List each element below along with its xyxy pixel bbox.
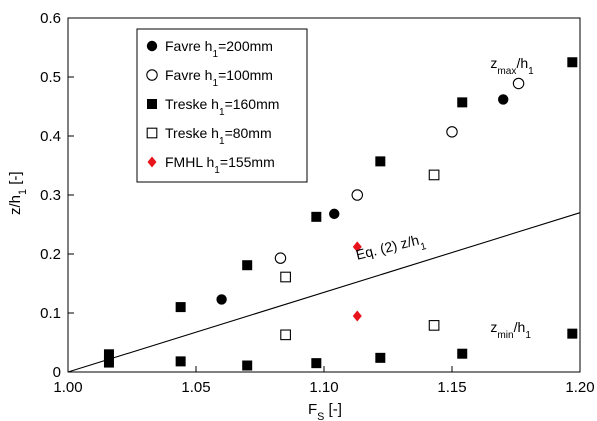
data-point [329, 208, 340, 220]
annotation-zmax: zmax/h1 [490, 55, 534, 77]
x-tick-label: 1.05 [181, 379, 210, 396]
y-tick-label: 0.3 [40, 187, 61, 204]
data-point [457, 97, 468, 108]
y-tick-label: 0.5 [40, 69, 61, 86]
x-tick-label: 1.20 [565, 379, 594, 396]
legend-marker [147, 99, 157, 109]
data-point [242, 360, 253, 371]
data-point [457, 348, 468, 359]
eq2-line [67, 212, 581, 373]
legend-label: Treske h1=160mm [165, 96, 279, 118]
data-point [103, 357, 114, 368]
x-tick-label: 1.00 [53, 379, 82, 396]
data-point [175, 356, 186, 367]
x-tick-label: 1.15 [437, 379, 466, 396]
data-point [446, 126, 458, 138]
legend-marker [146, 69, 158, 81]
data-point [311, 211, 322, 222]
data-point [280, 271, 291, 283]
x-axis-label: FS [-] [308, 401, 342, 421]
data-point [428, 320, 440, 331]
legend-box [136, 28, 308, 183]
data-point [512, 77, 525, 90]
legend-marker [146, 127, 158, 139]
y-tick-label: 0.6 [40, 10, 61, 27]
x-tick-label: 1.10 [309, 379, 338, 396]
data-point [567, 328, 578, 339]
data-point [103, 349, 114, 360]
data-point [242, 260, 253, 271]
data-point [352, 310, 362, 322]
legend-label: Treske h1=80mm [165, 125, 272, 147]
legend-label: FMHL h1=155mm [165, 154, 275, 176]
data-point [351, 189, 364, 201]
data-point [498, 94, 509, 105]
y-tick-label: 0 [53, 364, 61, 381]
annotation-eq2: Eq. (2) z/h1 [354, 230, 428, 268]
data-point [280, 329, 291, 341]
data-point [567, 57, 578, 68]
legend-label: Favre h1=200mm [165, 38, 273, 60]
data-point [311, 358, 322, 369]
y-tick-label: 0.2 [40, 246, 61, 263]
annotation-zmin: zmin/h1 [490, 319, 531, 341]
data-point [175, 302, 186, 313]
legend-label: Favre h1=100mm [165, 67, 273, 89]
data-point [375, 156, 386, 167]
data-point [428, 169, 440, 181]
data-point [352, 241, 362, 253]
legend-marker [146, 40, 158, 52]
y-axis-label: z/h1 [-] [7, 171, 29, 215]
y-tick-label: 0.1 [40, 305, 61, 322]
legend-marker [147, 156, 157, 168]
y-tick-label: 0.4 [40, 128, 61, 145]
data-point [216, 294, 227, 305]
data-point [274, 252, 287, 264]
data-point [375, 352, 386, 363]
